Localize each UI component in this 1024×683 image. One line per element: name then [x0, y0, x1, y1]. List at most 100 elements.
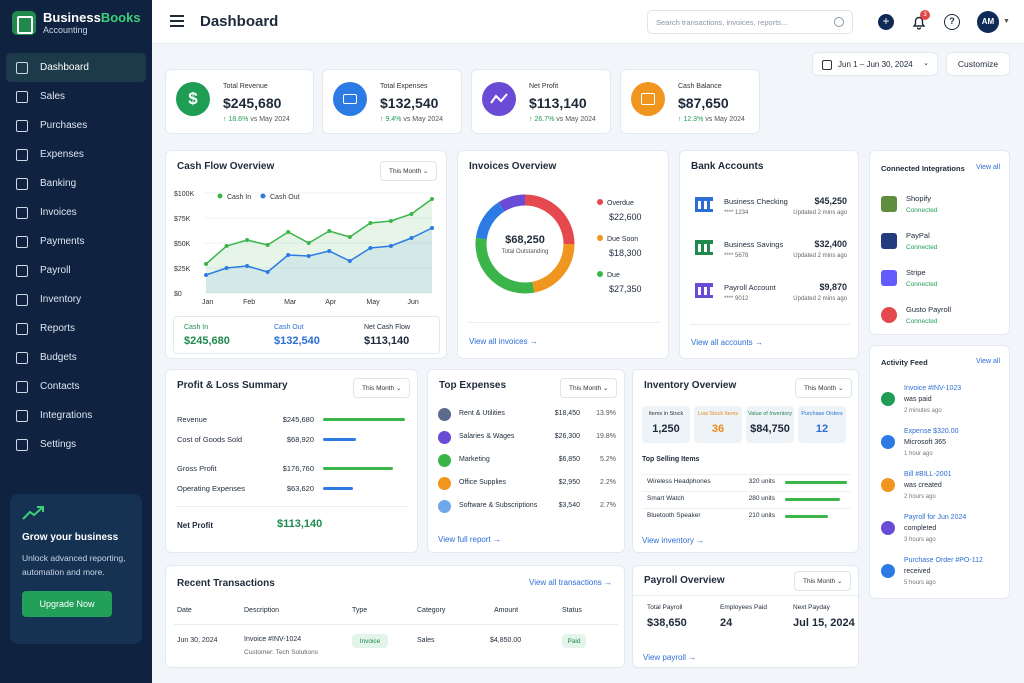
upgrade-button[interactable]: Upgrade Now — [22, 591, 112, 617]
tx-category: Sales — [417, 637, 435, 644]
avatar[interactable]: AM — [977, 11, 999, 33]
promo-text: Unlock advanced reporting, automation an… — [22, 553, 126, 577]
activity-item[interactable]: Bill #BILL-2001 was created 2 hours ago — [870, 470, 1011, 508]
tx-amount: $4,850.00 — [490, 637, 522, 644]
sidebar-item-integrations[interactable]: Integrations — [6, 401, 146, 430]
kpi-label: Total Expenses — [380, 83, 428, 90]
data-point — [388, 219, 393, 223]
sidebar-item-reports[interactable]: Reports — [6, 314, 146, 343]
search-input[interactable]: Search transactions, invoices, reports..… — [647, 10, 853, 34]
activity-item[interactable]: Invoice #INV-1023 was paid 2 minutes ago — [870, 384, 1011, 422]
integration-item[interactable]: Shopify Connected — [870, 192, 1011, 220]
sidebar-item-purchases[interactable]: Purchases — [6, 111, 146, 140]
activity-item[interactable]: Payroll for Jun 2024 completed 3 hours ago — [870, 513, 1011, 551]
invoice-status-label: Overdue — [597, 199, 642, 207]
expense-amount: $3,540 — [558, 502, 580, 509]
sidebar-item-banking[interactable]: Banking — [6, 169, 146, 198]
view-payroll-link[interactable]: View payroll → — [643, 653, 697, 662]
customize-button[interactable]: Customize — [946, 52, 1010, 76]
pl-row-value: $176,760 — [282, 464, 314, 473]
expense-row[interactable]: Marketing $6,850 5.2% — [428, 454, 626, 472]
payroll-stat-label: Next Payday — [793, 604, 830, 611]
data-point — [265, 270, 270, 274]
bank-account-row[interactable]: Business Checking **** 1234 $45,250 Updated… — [680, 195, 860, 225]
period-label: This Month — [362, 385, 395, 392]
expense-row[interactable]: Salaries & Wages $26,300 19.8% — [428, 431, 626, 449]
expense-percent: 5.2% — [600, 456, 616, 463]
activity-title-text: Bill #BILL-2001 — [904, 471, 952, 478]
period-dropdown[interactable]: This Month ⌄ — [795, 378, 853, 398]
legend-cash-out: Cash Out — [270, 194, 300, 201]
kpi-value: $113,140 — [529, 95, 587, 111]
help-icon[interactable]: ? — [944, 14, 960, 30]
bank-balance: $32,400 — [814, 239, 847, 249]
sidebar-item-expenses[interactable]: Expenses — [6, 140, 146, 169]
data-point — [306, 254, 311, 258]
sidebar-item-dashboard[interactable]: Dashboard — [6, 53, 146, 82]
pl-row-label: Gross Profit — [177, 464, 217, 473]
sidebar-item-inventory[interactable]: Inventory — [6, 285, 146, 314]
integration-item[interactable]: PayPal Connected — [870, 229, 1011, 257]
view-all-invoices-link[interactable]: View all invoices → — [469, 337, 538, 346]
expense-row[interactable]: Rent & Utilities $18,450 13.9% — [428, 408, 626, 426]
bank-account-row[interactable]: Business Savings **** 5678 $32,400 Updated … — [680, 238, 860, 268]
invoices-total-label: Total Outstanding — [501, 249, 549, 255]
view-full-report-link[interactable]: View full report → — [438, 535, 501, 544]
activity-item[interactable]: Expense $320.00 Microsoft 365 1 hour ago — [870, 427, 1011, 465]
view-all-accounts-link[interactable]: View all accounts → — [691, 338, 763, 347]
date-range-picker[interactable]: Jun 1 – Jun 30, 2024 ⌄ — [812, 52, 938, 76]
sidebar-item-settings[interactable]: Settings — [6, 430, 146, 459]
integration-item[interactable]: Gusto Payroll Connected — [870, 303, 1011, 331]
sidebar-item-contacts[interactable]: Contacts — [6, 372, 146, 401]
view-all-transactions-link[interactable]: View all transactions → — [529, 578, 612, 587]
menu-icon[interactable] — [170, 15, 184, 27]
column-header: Category — [417, 607, 446, 614]
brand-name: BusinessBooks — [43, 10, 141, 25]
period-dropdown[interactable]: This Month ⌄ — [353, 378, 411, 398]
series-line-cash-in — [205, 198, 433, 265]
expense-percent: 2.2% — [600, 479, 616, 486]
activity-item[interactable]: Purchase Order #PO-112 received 5 hours ag… — [870, 556, 1011, 594]
legend-dot — [597, 271, 603, 277]
inventory-item-units: 210 units — [748, 512, 775, 519]
sidebar-item-sales[interactable]: Sales — [6, 82, 146, 111]
sidebar: BusinessBooks Accounting Dashboard Sales P… — [0, 0, 152, 683]
inventory-stat-label: Purchase Orders — [801, 411, 843, 417]
inventory-item-name: Bluetooth Speaker — [647, 512, 701, 519]
period-dropdown[interactable]: This Month ⌄ — [560, 378, 618, 398]
upgrade-promo: Grow your business Unlock advanced repor… — [10, 494, 142, 644]
tx-date: Jun 30, 2024 — [177, 637, 218, 644]
kpi-label: Cash Balance — [678, 83, 722, 90]
sidebar-item-label: Invoices — [40, 207, 77, 218]
period-dropdown[interactable]: This Month ⌄ — [380, 161, 438, 181]
sidebar-item-invoices[interactable]: Invoices — [6, 198, 146, 227]
invoice-status-value: $18,300 — [609, 248, 642, 258]
paypal-icon — [881, 233, 897, 249]
integrations-view-all-link[interactable]: View all — [976, 164, 1000, 171]
bank-updated: Updated 2 mins ago — [793, 253, 847, 259]
add-icon[interactable]: + — [878, 14, 894, 30]
chevron-down-icon[interactable]: ▼ — [1003, 18, 1010, 25]
payments-icon — [16, 235, 28, 248]
bell-icon[interactable] — [911, 14, 927, 30]
integration-item[interactable]: Stripe Connected — [870, 266, 1011, 294]
pl-bar — [323, 487, 353, 490]
data-point — [224, 266, 229, 270]
banking-icon — [16, 177, 28, 190]
cash-summary-value: $113,140 — [364, 335, 410, 347]
view-inventory-link[interactable]: View inventory → — [642, 536, 705, 545]
sidebar-item-budgets[interactable]: Budgets — [6, 343, 146, 372]
inventory-item-units: 320 units — [748, 478, 775, 485]
sidebar-item-payments[interactable]: Payments — [6, 227, 146, 256]
expense-row[interactable]: Office Supplies $2,950 2.2% — [428, 477, 626, 495]
expense-row[interactable]: Software & Subscriptions $3,540 2.7% — [428, 500, 626, 518]
bank-balance: $45,250 — [814, 196, 847, 206]
activity-view-all-link[interactable]: View all — [976, 358, 1000, 365]
period-dropdown[interactable]: This Month ⌄ — [794, 571, 852, 591]
sidebar-item-payroll[interactable]: Payroll — [6, 256, 146, 285]
brand[interactable]: BusinessBooks Accounting — [12, 10, 141, 35]
activity-icon — [881, 521, 895, 535]
inventory-bar — [785, 498, 840, 501]
column-header: Status — [562, 607, 582, 614]
bank-account-row[interactable]: Payroll Account **** 9012 $9,870 Updated 2 … — [680, 281, 860, 311]
